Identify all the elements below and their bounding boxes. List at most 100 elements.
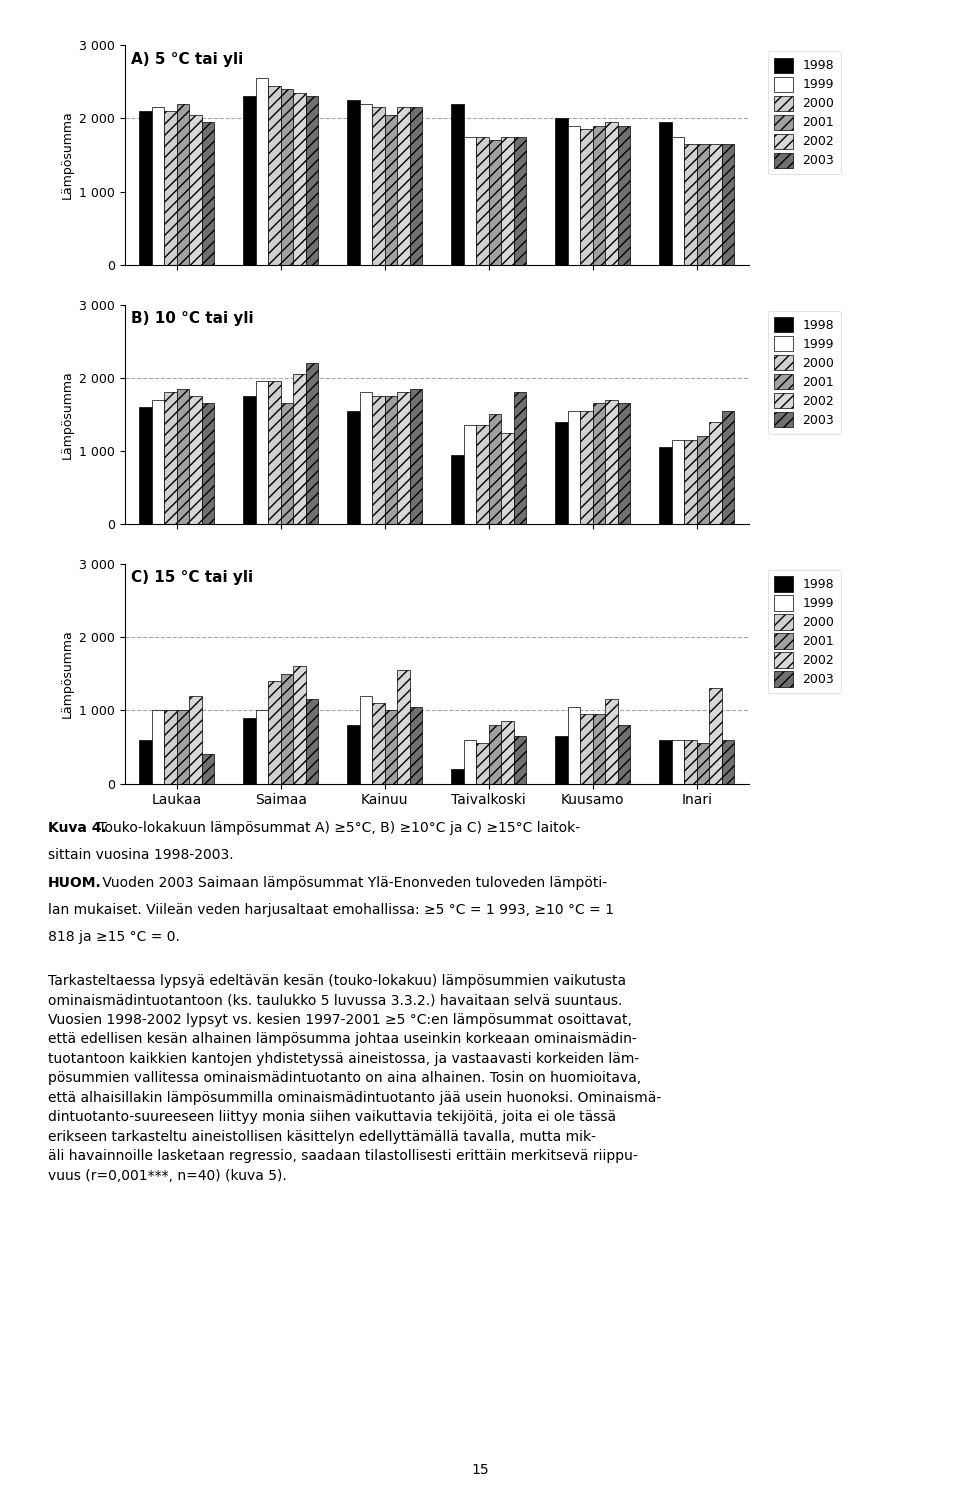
Bar [410,389,422,524]
Bar [139,740,152,784]
Bar [451,769,464,784]
Bar [567,411,580,524]
Bar [489,414,501,524]
Bar [139,407,152,524]
Bar [476,743,489,784]
Legend: 1998, 1999, 2000, 2001, 2002, 2003: 1998, 1999, 2000, 2001, 2002, 2003 [768,51,841,175]
Bar [580,411,592,524]
Bar [555,119,568,265]
Bar [660,448,672,524]
Bar [244,717,255,784]
Bar [592,404,605,524]
Bar [139,112,152,265]
Bar [451,455,464,524]
Bar [385,115,397,265]
Bar [385,396,397,524]
Bar [672,740,684,784]
Bar [244,396,255,524]
Bar [360,696,372,784]
Bar [294,666,305,784]
Bar [372,704,385,784]
Bar [152,710,164,784]
Bar [294,374,305,524]
Bar [305,363,318,524]
Bar [255,710,269,784]
Bar [177,710,189,784]
Bar [189,396,202,524]
Bar [618,125,630,265]
Legend: 1998, 1999, 2000, 2001, 2002, 2003: 1998, 1999, 2000, 2001, 2002, 2003 [768,310,841,434]
Bar [294,93,305,265]
Bar [164,710,177,784]
Bar [410,707,422,784]
Bar [476,137,489,265]
Text: lan mukaiset. Viileän veden harjusaltaat emohallissa: ≥5 °C = 1 993, ≥10 °C = 1: lan mukaiset. Viileän veden harjusaltaat… [48,903,614,916]
Bar [618,725,630,784]
Bar [514,137,526,265]
Bar [464,740,476,784]
Bar [605,399,618,524]
Bar [202,404,214,524]
Bar [605,699,618,784]
Bar [410,107,422,265]
Bar [501,722,514,784]
Bar [709,422,722,524]
Bar [722,411,734,524]
Bar [164,392,177,524]
Bar [672,137,684,265]
Bar [660,740,672,784]
Bar [268,681,280,784]
Bar [514,392,526,524]
Bar [177,389,189,524]
Bar [567,125,580,265]
Bar [697,437,709,524]
Bar [268,86,280,265]
Text: B) 10 °C tai yli: B) 10 °C tai yli [131,310,253,326]
Bar [722,145,734,265]
Bar [202,122,214,265]
Bar [451,104,464,265]
Text: A) 5 °C tai yli: A) 5 °C tai yli [131,51,243,66]
Bar [580,714,592,784]
Bar [464,137,476,265]
Bar [697,145,709,265]
Bar [348,411,360,524]
Bar [189,696,202,784]
Bar [202,755,214,784]
Bar [489,725,501,784]
Legend: 1998, 1999, 2000, 2001, 2002, 2003: 1998, 1999, 2000, 2001, 2002, 2003 [768,570,841,693]
Bar [489,140,501,265]
Bar [255,78,269,265]
Bar [555,735,568,784]
Bar [372,107,385,265]
Bar [501,137,514,265]
Bar [684,145,697,265]
Bar [660,122,672,265]
Text: Vuoden 2003 Saimaan lämpösummat Ylä-Enonveden tuloveden lämpöti-: Vuoden 2003 Saimaan lämpösummat Ylä-Enon… [98,876,607,889]
Bar [501,433,514,524]
Bar [280,89,294,265]
Text: Touko-lokakuun lämpösummat A) ≥5°C, B) ≥10°C ja C) ≥15°C laitok-: Touko-lokakuun lämpösummat A) ≥5°C, B) ≥… [94,821,580,835]
Bar [152,107,164,265]
Bar [397,392,410,524]
Bar [189,115,202,265]
Bar [244,96,255,265]
Text: 15: 15 [471,1463,489,1477]
Bar [709,145,722,265]
Bar [360,104,372,265]
Bar [555,422,568,524]
Bar [580,130,592,265]
Bar [385,710,397,784]
Bar [397,107,410,265]
Bar [697,743,709,784]
Text: sittain vuosina 1998-2003.: sittain vuosina 1998-2003. [48,848,233,862]
Bar [348,725,360,784]
Bar [360,392,372,524]
Bar [709,689,722,784]
Bar [592,714,605,784]
Y-axis label: Lämpösumma: Lämpösumma [60,371,74,458]
Bar [305,699,318,784]
Bar [567,707,580,784]
Bar [268,381,280,524]
Bar [372,396,385,524]
